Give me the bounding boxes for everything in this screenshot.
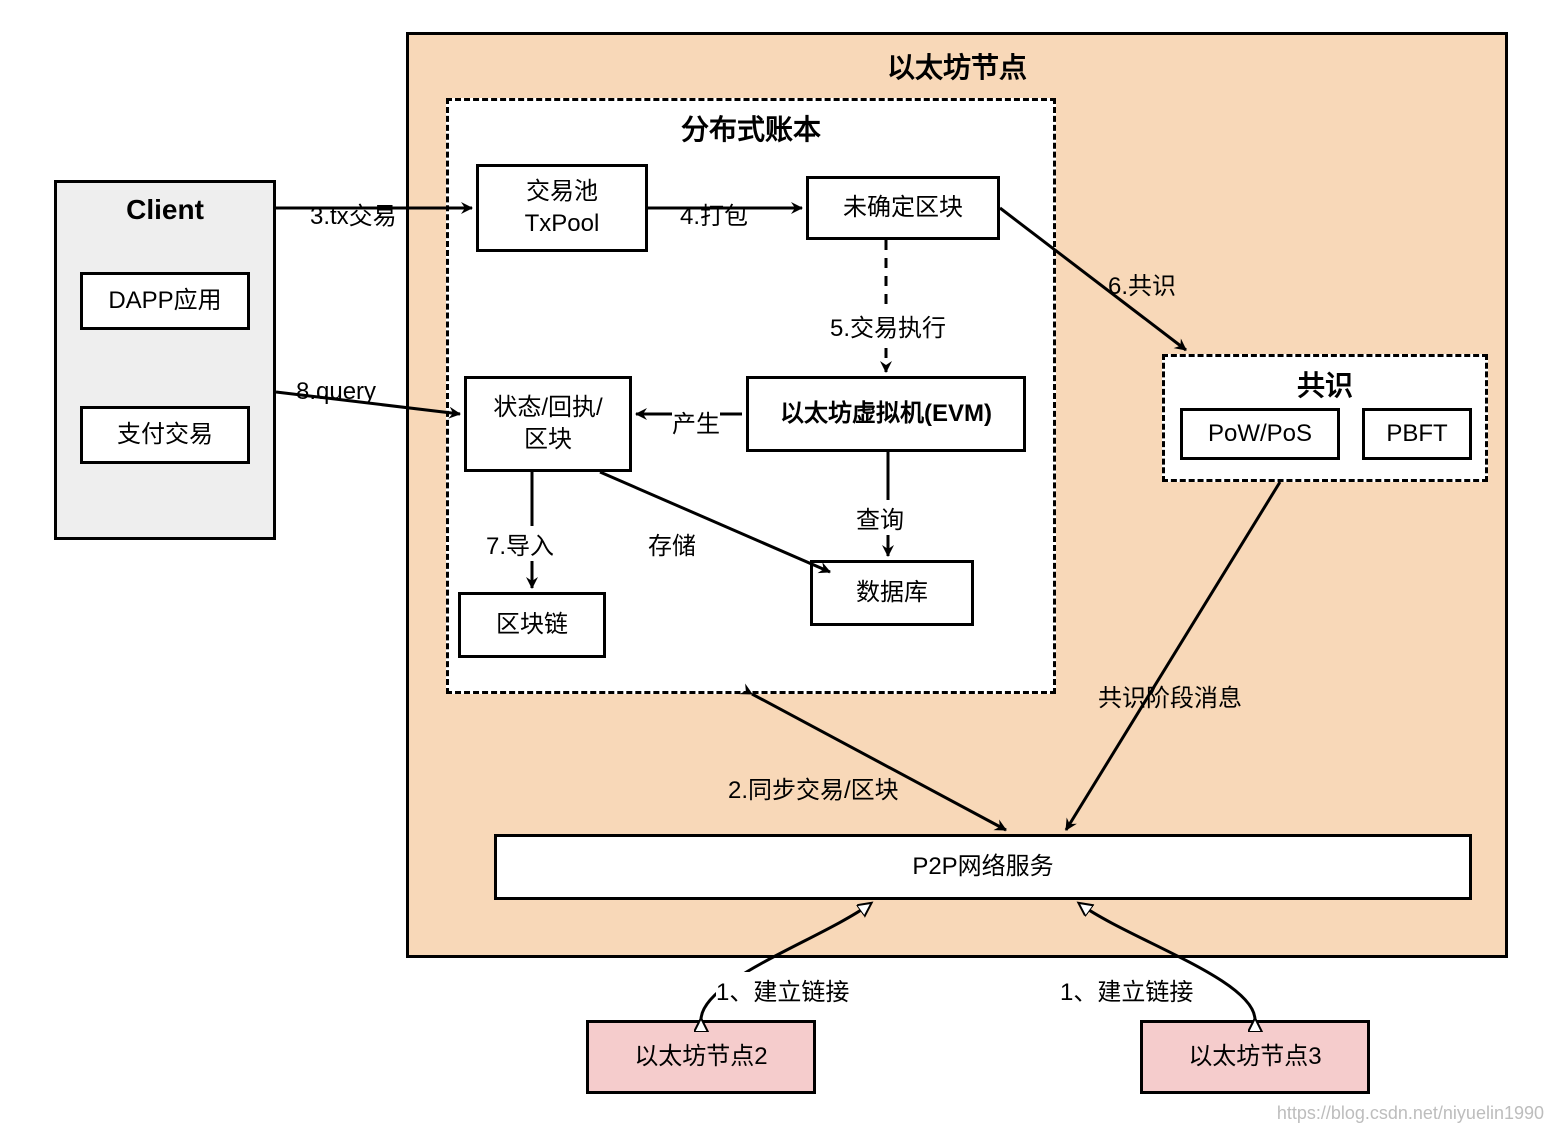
- node-eth3-label: 以太坊节点3: [1188, 1041, 1321, 1073]
- consensus-pbft: PBFT: [1362, 408, 1472, 460]
- edge-import-label: 7.导入: [486, 526, 554, 561]
- edge-exec-label: 5.交易执行: [828, 308, 948, 343]
- node-db-label: 数据库: [856, 577, 928, 609]
- edge-consmsg-label: 共识阶段消息: [1098, 678, 1242, 713]
- node-evm-label: 以太坊虚拟机(EVM): [780, 398, 992, 430]
- node-blockchain: 区块链: [458, 592, 606, 658]
- node-pending-block-label: 未确定区块: [843, 192, 963, 224]
- client-title: Client: [54, 194, 276, 226]
- node-pending-block: 未确定区块: [806, 176, 1000, 240]
- client-pay: 支付交易: [80, 406, 250, 464]
- node-db: 数据库: [810, 560, 974, 626]
- node-blockchain-label: 区块链: [496, 609, 568, 641]
- consensus-pbft-label: PBFT: [1386, 418, 1447, 450]
- node-txpool-label: 交易池 TxPool: [525, 176, 600, 241]
- node-eth2-label: 以太坊节点2: [634, 1041, 767, 1073]
- edge-conn2-label: 1、建立链接: [1060, 972, 1193, 1007]
- edge-pack-label: 4.打包: [680, 196, 748, 231]
- node-eth2: 以太坊节点2: [586, 1020, 816, 1094]
- node-state-label: 状态/回执/ 区块: [493, 392, 602, 457]
- node-txpool: 交易池 TxPool: [476, 164, 648, 252]
- edge-dbquery-label: 查询: [856, 500, 904, 535]
- client-dapp: DAPP应用: [80, 272, 250, 330]
- diagram-canvas: 以太坊节点 分布式账本 共识 PoW/PoS PBFT Client DAPP应…: [0, 0, 1552, 1128]
- client-pay-label: 支付交易: [117, 419, 213, 451]
- node-state: 状态/回执/ 区块: [464, 376, 632, 472]
- client-container: [54, 180, 276, 540]
- watermark: https://blog.csdn.net/niyuelin1990: [1277, 1103, 1544, 1124]
- ledger-title: 分布式账本: [446, 108, 1056, 148]
- node-p2p: P2P网络服务: [494, 834, 1472, 900]
- edge-sync-label: 2.同步交易/区块: [728, 770, 899, 805]
- edge-query-label: 8.query: [296, 378, 376, 406]
- consensus-powpos-label: PoW/PoS: [1208, 418, 1312, 450]
- node-evm: 以太坊虚拟机(EVM): [746, 376, 1026, 452]
- node-p2p-label: P2P网络服务: [912, 851, 1053, 883]
- client-dapp-label: DAPP应用: [108, 285, 221, 317]
- edge-tx-label: 3.tx交易: [310, 196, 397, 231]
- consensus-title: 共识: [1162, 364, 1488, 404]
- consensus-powpos: PoW/PoS: [1180, 408, 1340, 460]
- edge-conn1-label: 1、建立链接: [716, 972, 849, 1007]
- eth-node-title: 以太坊节点: [406, 46, 1508, 86]
- edge-produce-label: 产生: [672, 404, 720, 439]
- node-eth3: 以太坊节点3: [1140, 1020, 1370, 1094]
- edge-store-label: 存储: [648, 526, 696, 561]
- edge-consensus-label: 6.共识: [1108, 266, 1176, 301]
